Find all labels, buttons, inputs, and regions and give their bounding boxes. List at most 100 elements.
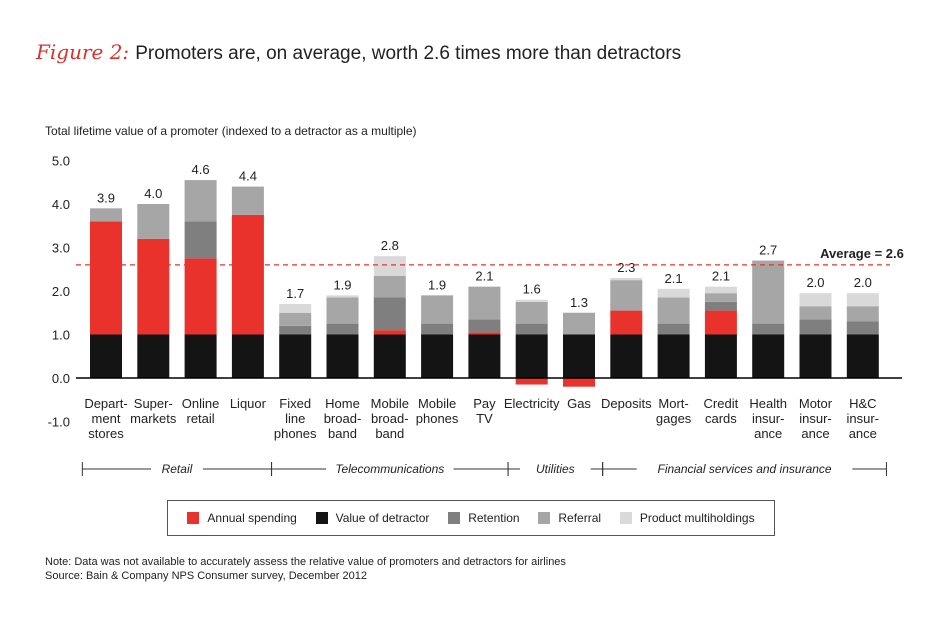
bar-segment: [90, 334, 122, 378]
bar-total-label: 1.6: [523, 282, 541, 297]
y-tick-label: 1.0: [52, 328, 70, 343]
bar-segment: [90, 221, 122, 335]
bar-segment: [657, 323, 690, 335]
bar-total-label: 2.1: [665, 271, 683, 286]
bar-segment: [279, 334, 312, 378]
x-tick-label: Health: [749, 396, 787, 411]
bar-segment: [231, 334, 264, 378]
x-tick-label: Mobile: [418, 396, 456, 411]
bar-segment: [799, 319, 832, 335]
bar-segment: [515, 323, 548, 335]
bar-segment: [704, 301, 737, 311]
x-tick-label: ance: [849, 426, 877, 441]
bar-segment: [468, 286, 501, 320]
legend-label-annual-spending: Annual spending: [207, 511, 297, 525]
legend-item-product-multiholdings: Product multiholdings: [619, 511, 755, 525]
bar-total-label: 4.6: [192, 162, 210, 177]
bar-total-label: 2.3: [617, 260, 635, 275]
bar-segment: [468, 319, 501, 333]
bar-segment: [799, 306, 832, 320]
average-label: Average = 2.6: [820, 246, 904, 261]
bar-segment: [326, 297, 359, 324]
legend-swatch-product-multiholdings: [619, 512, 632, 524]
legend-label-retention: Retention: [468, 511, 520, 525]
bar-segment: [137, 204, 170, 239]
bar-segment: [373, 334, 406, 378]
bar-segment: [799, 293, 832, 307]
bar-total-label: 2.1: [712, 269, 730, 284]
x-tick-label: retail: [187, 411, 215, 426]
x-tick-label: Motor: [799, 396, 833, 411]
x-tick-label: Credit: [704, 396, 739, 411]
x-tick-label: insur-: [752, 411, 785, 426]
bar-segment: [279, 325, 312, 335]
bar-segment: [610, 310, 643, 335]
legend-swatch-value-of-detractor: [315, 512, 328, 524]
bar-total-label: 2.7: [759, 243, 777, 258]
bar-segment: [373, 297, 406, 331]
bar-segment: [563, 334, 595, 378]
x-tick-label: line: [285, 411, 305, 426]
figure-title-text: Promoters are, on average, worth 2.6 tim…: [135, 43, 682, 64]
bar-segment: [421, 323, 454, 335]
bar-segment: [184, 180, 217, 222]
x-tick-label: phones: [416, 411, 459, 426]
bar-segment: [137, 334, 170, 378]
x-tick-label: H&C: [849, 396, 876, 411]
group-label: Utilities: [536, 462, 575, 476]
x-tick-label: Gas: [567, 396, 591, 411]
bar-segment: [137, 238, 170, 335]
footnote: Note: Data was not available to accurate…: [45, 555, 566, 583]
bar-segment: [326, 295, 359, 298]
x-tick-label: Mobile: [371, 396, 409, 411]
legend-item-referral: Referral: [538, 511, 601, 525]
bar-segment: [373, 275, 406, 298]
bar-segment: [846, 306, 879, 322]
figure-label: Figure 2:: [36, 40, 130, 64]
bar-total-label: 1.3: [570, 295, 588, 310]
bar-segment: [279, 312, 312, 326]
x-tick-label: cards: [705, 411, 737, 426]
y-tick-label: 2.0: [52, 284, 70, 299]
bar-segment: [231, 214, 264, 335]
legend-swatch-annual-spending: [187, 512, 200, 524]
x-tick-label: ance: [754, 426, 782, 441]
bar-segment: [704, 334, 737, 378]
group-label: Financial services and insurance: [658, 462, 832, 476]
legend-item-annual-spending: Annual spending: [187, 511, 297, 525]
bar-segment: [704, 293, 737, 302]
bar-segment: [704, 310, 737, 335]
bar-segment: [752, 334, 785, 378]
x-tick-label: TV: [476, 411, 493, 426]
bar-segment: [184, 334, 217, 378]
y-tick-label: 5.0: [52, 154, 70, 169]
bar-segment: [563, 312, 595, 335]
x-tick-label: Super-: [134, 396, 173, 411]
x-tick-label: ment: [92, 411, 121, 426]
bar-segment: [421, 295, 454, 324]
legend-item-value-of-detractor: Value of detractor: [315, 511, 430, 525]
bar-total-label: 2.1: [475, 269, 493, 284]
legend-label-value-of-detractor: Value of detractor: [335, 511, 430, 525]
x-tick-label: Home: [325, 396, 360, 411]
bar-segment: [657, 334, 690, 378]
bar-segment: [610, 334, 643, 378]
bar-segment: [184, 258, 217, 335]
footnote-note: Note: Data was not available to accurate…: [45, 556, 566, 568]
bar-segment: [326, 323, 359, 335]
y-tick-label: -1.0: [48, 415, 70, 430]
bar-segment: [846, 321, 879, 335]
legend-swatch-retention: [448, 512, 461, 524]
x-tick-label: Deposits: [601, 396, 652, 411]
group-label: Telecommunications: [335, 462, 444, 476]
x-tick-label: ance: [801, 426, 829, 441]
bar-segment: [563, 378, 595, 387]
bar-total-label: 1.7: [286, 286, 304, 301]
bar-segment: [90, 208, 122, 222]
bar-total-label: 2.8: [381, 238, 399, 253]
y-tick-label: 0.0: [52, 371, 70, 386]
bar-segment: [515, 299, 548, 302]
bar-segment: [752, 260, 785, 324]
stacked-bar-chart: 5.0 4.0 3.0 2.0 1.0 0.0 -1.0 3.9 Depart-mentstor…: [48, 154, 904, 476]
legend-label-referral: Referral: [558, 511, 602, 525]
